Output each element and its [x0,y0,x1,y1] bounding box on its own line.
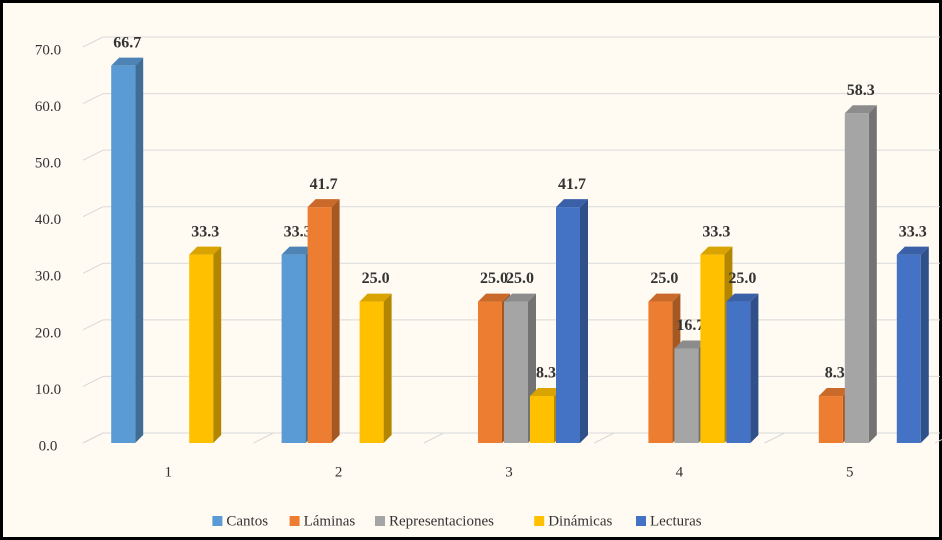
x-tick-label: 2 [335,464,343,480]
bar-side [331,199,340,443]
value-label: 33.3 [899,223,927,240]
bar-top [648,293,681,302]
grid-line [82,206,104,218]
bar-top [307,199,340,208]
value-label: 25.0 [362,270,390,287]
bar-side [750,293,759,443]
legend-swatch [375,516,385,526]
bar-top [504,293,536,302]
bar-top [530,388,562,397]
value-label: 25.0 [728,270,756,287]
legend-label: Dinámicas [548,513,612,529]
floor-line [764,432,785,444]
floor-line [934,438,942,444]
legend-swatch [212,516,223,526]
grid-line [82,262,104,274]
value-label: 25.0 [650,270,678,287]
bar [896,254,921,443]
grid-line [82,149,104,161]
floor-line [253,432,274,444]
bar-side [213,246,222,443]
y-tick-label: 40.0 [35,212,61,228]
bar [281,254,306,443]
value-label: 41.7 [558,176,586,193]
bar-top [189,246,222,255]
value-label: 33.3 [702,223,730,240]
bar-top [359,293,392,302]
x-tick-label: 1 [164,464,172,480]
legend-label: Láminas [304,513,356,529]
legend-label: Cantos [226,513,268,529]
value-label: 8.3 [536,365,556,382]
x-tick-label: 5 [846,464,854,480]
value-label: 33.3 [191,223,219,240]
value-label: 66.7 [113,34,141,51]
bar [726,301,751,443]
bar-top [674,340,707,349]
value-label: 41.7 [310,176,338,193]
bar-side [920,246,929,443]
value-label: 33.3 [284,223,312,240]
bar-top [111,57,144,66]
bar-top [556,199,588,208]
grid-line [82,36,104,48]
y-tick-label: 0.0 [39,438,58,454]
bar [844,113,869,443]
bar [556,207,580,443]
value-label: 25.0 [480,270,508,287]
bar [359,301,384,443]
bar-side [135,57,144,443]
y-tick-label: 50.0 [35,156,61,172]
bar [674,348,699,443]
bar-side [580,199,588,443]
value-label: 16.7 [676,317,704,334]
value-label: 8.3 [825,365,845,382]
y-tick-label: 60.0 [35,99,61,115]
grid-line [82,93,104,105]
bar-side [868,105,877,443]
value-label: 58.3 [847,82,875,99]
floor-line [593,432,615,444]
bar [648,301,673,443]
bar [504,301,528,443]
x-tick-label: 4 [676,464,684,480]
grid-line [82,319,104,331]
legend-swatch [636,516,646,526]
bar-top [844,105,877,114]
bar [530,396,554,443]
bar-top [700,246,733,255]
value-label: 25.0 [506,270,534,287]
legend-swatch [534,516,545,526]
bar-top [818,388,851,397]
bar [818,396,843,443]
floor-line [423,432,445,444]
legend-swatch [289,516,300,526]
bar-top [726,293,759,302]
bar [700,254,725,443]
x-tick-label: 3 [505,464,513,480]
bar-top [896,246,929,255]
grid-line [82,375,104,387]
y-tick-label: 20.0 [35,325,61,341]
bar [189,254,214,443]
bar [478,301,502,443]
y-tick-label: 10.0 [35,382,61,398]
bar-top [281,246,314,255]
legend-label: Lecturas [650,513,702,529]
bar [111,65,136,443]
bar-side [383,293,392,443]
y-tick-label: 70.0 [35,42,61,58]
y-tick-label: 30.0 [35,269,61,285]
legend-label: Representaciones [389,513,494,529]
bar-top [478,293,510,302]
bar [307,207,332,443]
floor-line [82,432,104,444]
